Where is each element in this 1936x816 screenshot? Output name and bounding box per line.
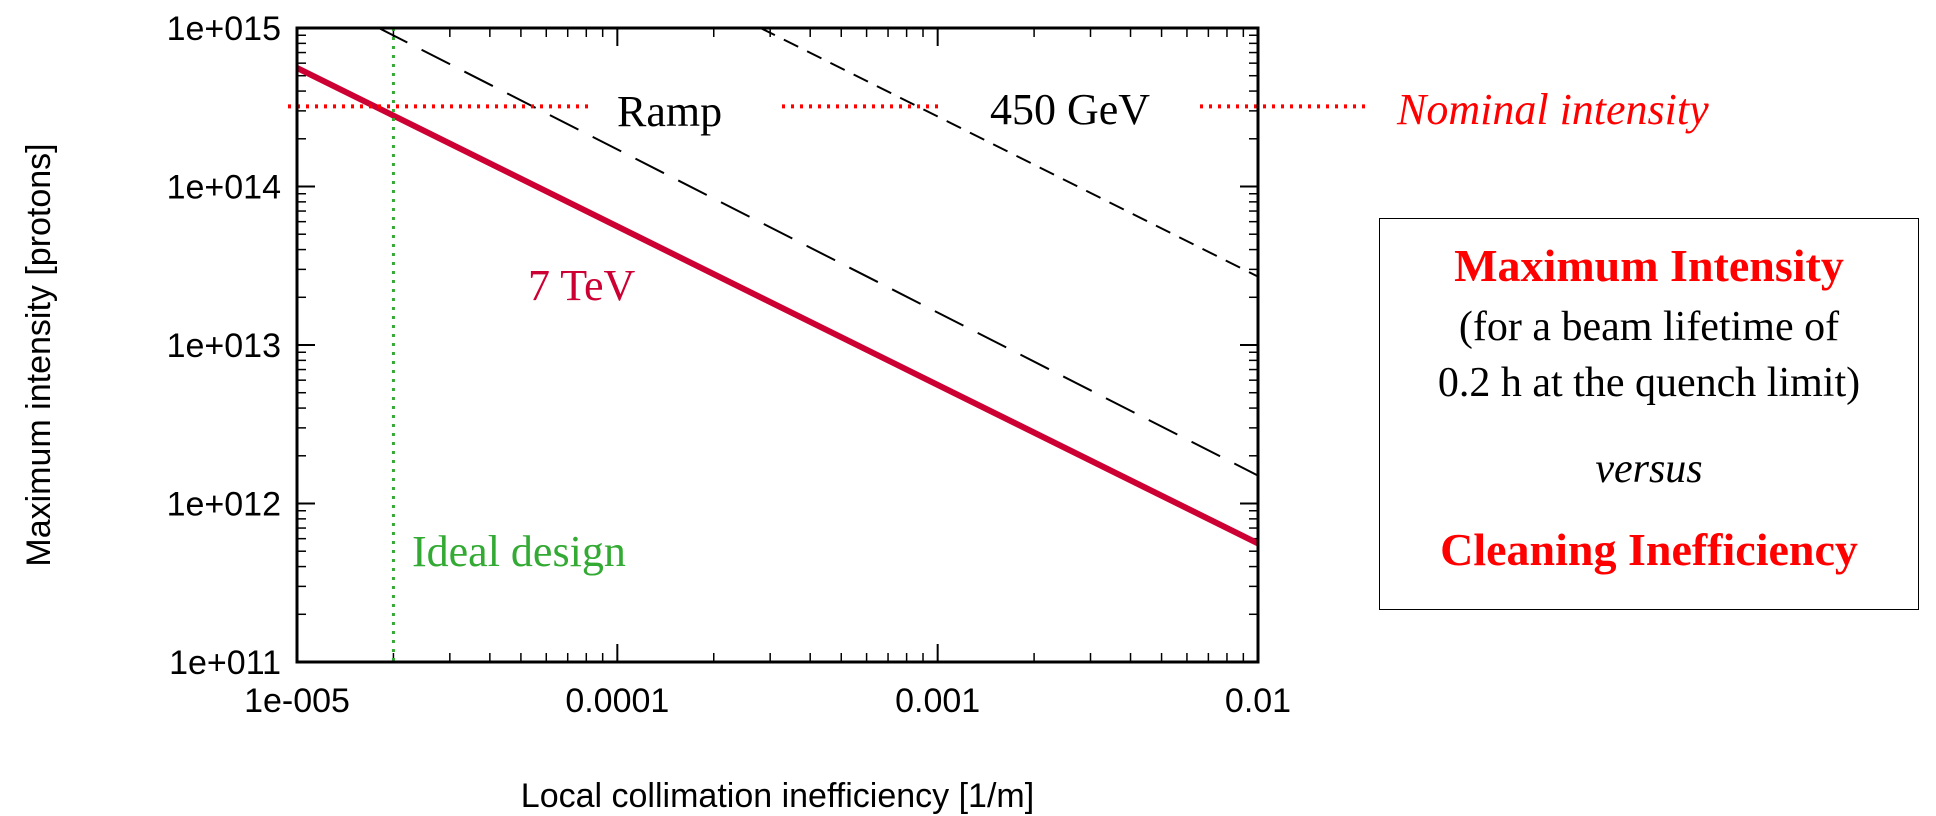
y-tick-labels: 1e+011 1e+012 1e+013 1e+014 1e+015: [167, 10, 281, 682]
y-tick-label: 1e+011: [169, 644, 281, 682]
info-box-subtitle-line-1: (for a beam lifetime of: [1458, 304, 1840, 350]
series-line-ramp: [378, 27, 1259, 477]
y-tick-label: 1e+012: [167, 486, 281, 524]
info-box-bottom-title: Cleaning Inefficiency: [1440, 524, 1858, 575]
series-layer: [295, 27, 1260, 547]
7-tev-label: 7 TeV: [528, 261, 636, 310]
y-tick-label: 1e+013: [167, 327, 281, 365]
450-gev-label: 450 GeV: [990, 85, 1150, 134]
series-line-450-gev: [760, 27, 1259, 278]
x-axis-title: Local collimation inefficiency [1/m]: [521, 777, 1034, 815]
y-axis-title: Maximum intensity [protons]: [20, 143, 58, 566]
reference-lines: [288, 28, 1370, 662]
x-tick-label: 0.01: [1225, 682, 1291, 720]
x-tick-label: 1e-005: [244, 682, 350, 720]
info-box-title: Maximum Intensity: [1454, 240, 1844, 291]
x-tick-label: 0.0001: [565, 682, 669, 720]
series-line-7-tev: [295, 65, 1260, 547]
info-box: Maximum Intensity (for a beam lifetime o…: [1379, 218, 1919, 610]
nominal-intensity-label: Nominal intensity: [1396, 85, 1709, 134]
ramp-label: Ramp: [617, 87, 722, 136]
x-tick-labels: 1e-005 0.0001 0.001 0.01: [244, 682, 1291, 720]
y-tick-label: 1e+014: [167, 169, 281, 207]
info-box-versus: versus: [1595, 446, 1703, 492]
plot-frame: [295, 26, 1260, 664]
x-tick-label: 0.001: [895, 682, 980, 720]
info-box-subtitle-line-2: 0.2 h at the quench limit): [1437, 360, 1861, 406]
ideal-design-label: Ideal design: [412, 527, 626, 576]
y-tick-label: 1e+015: [167, 10, 281, 48]
